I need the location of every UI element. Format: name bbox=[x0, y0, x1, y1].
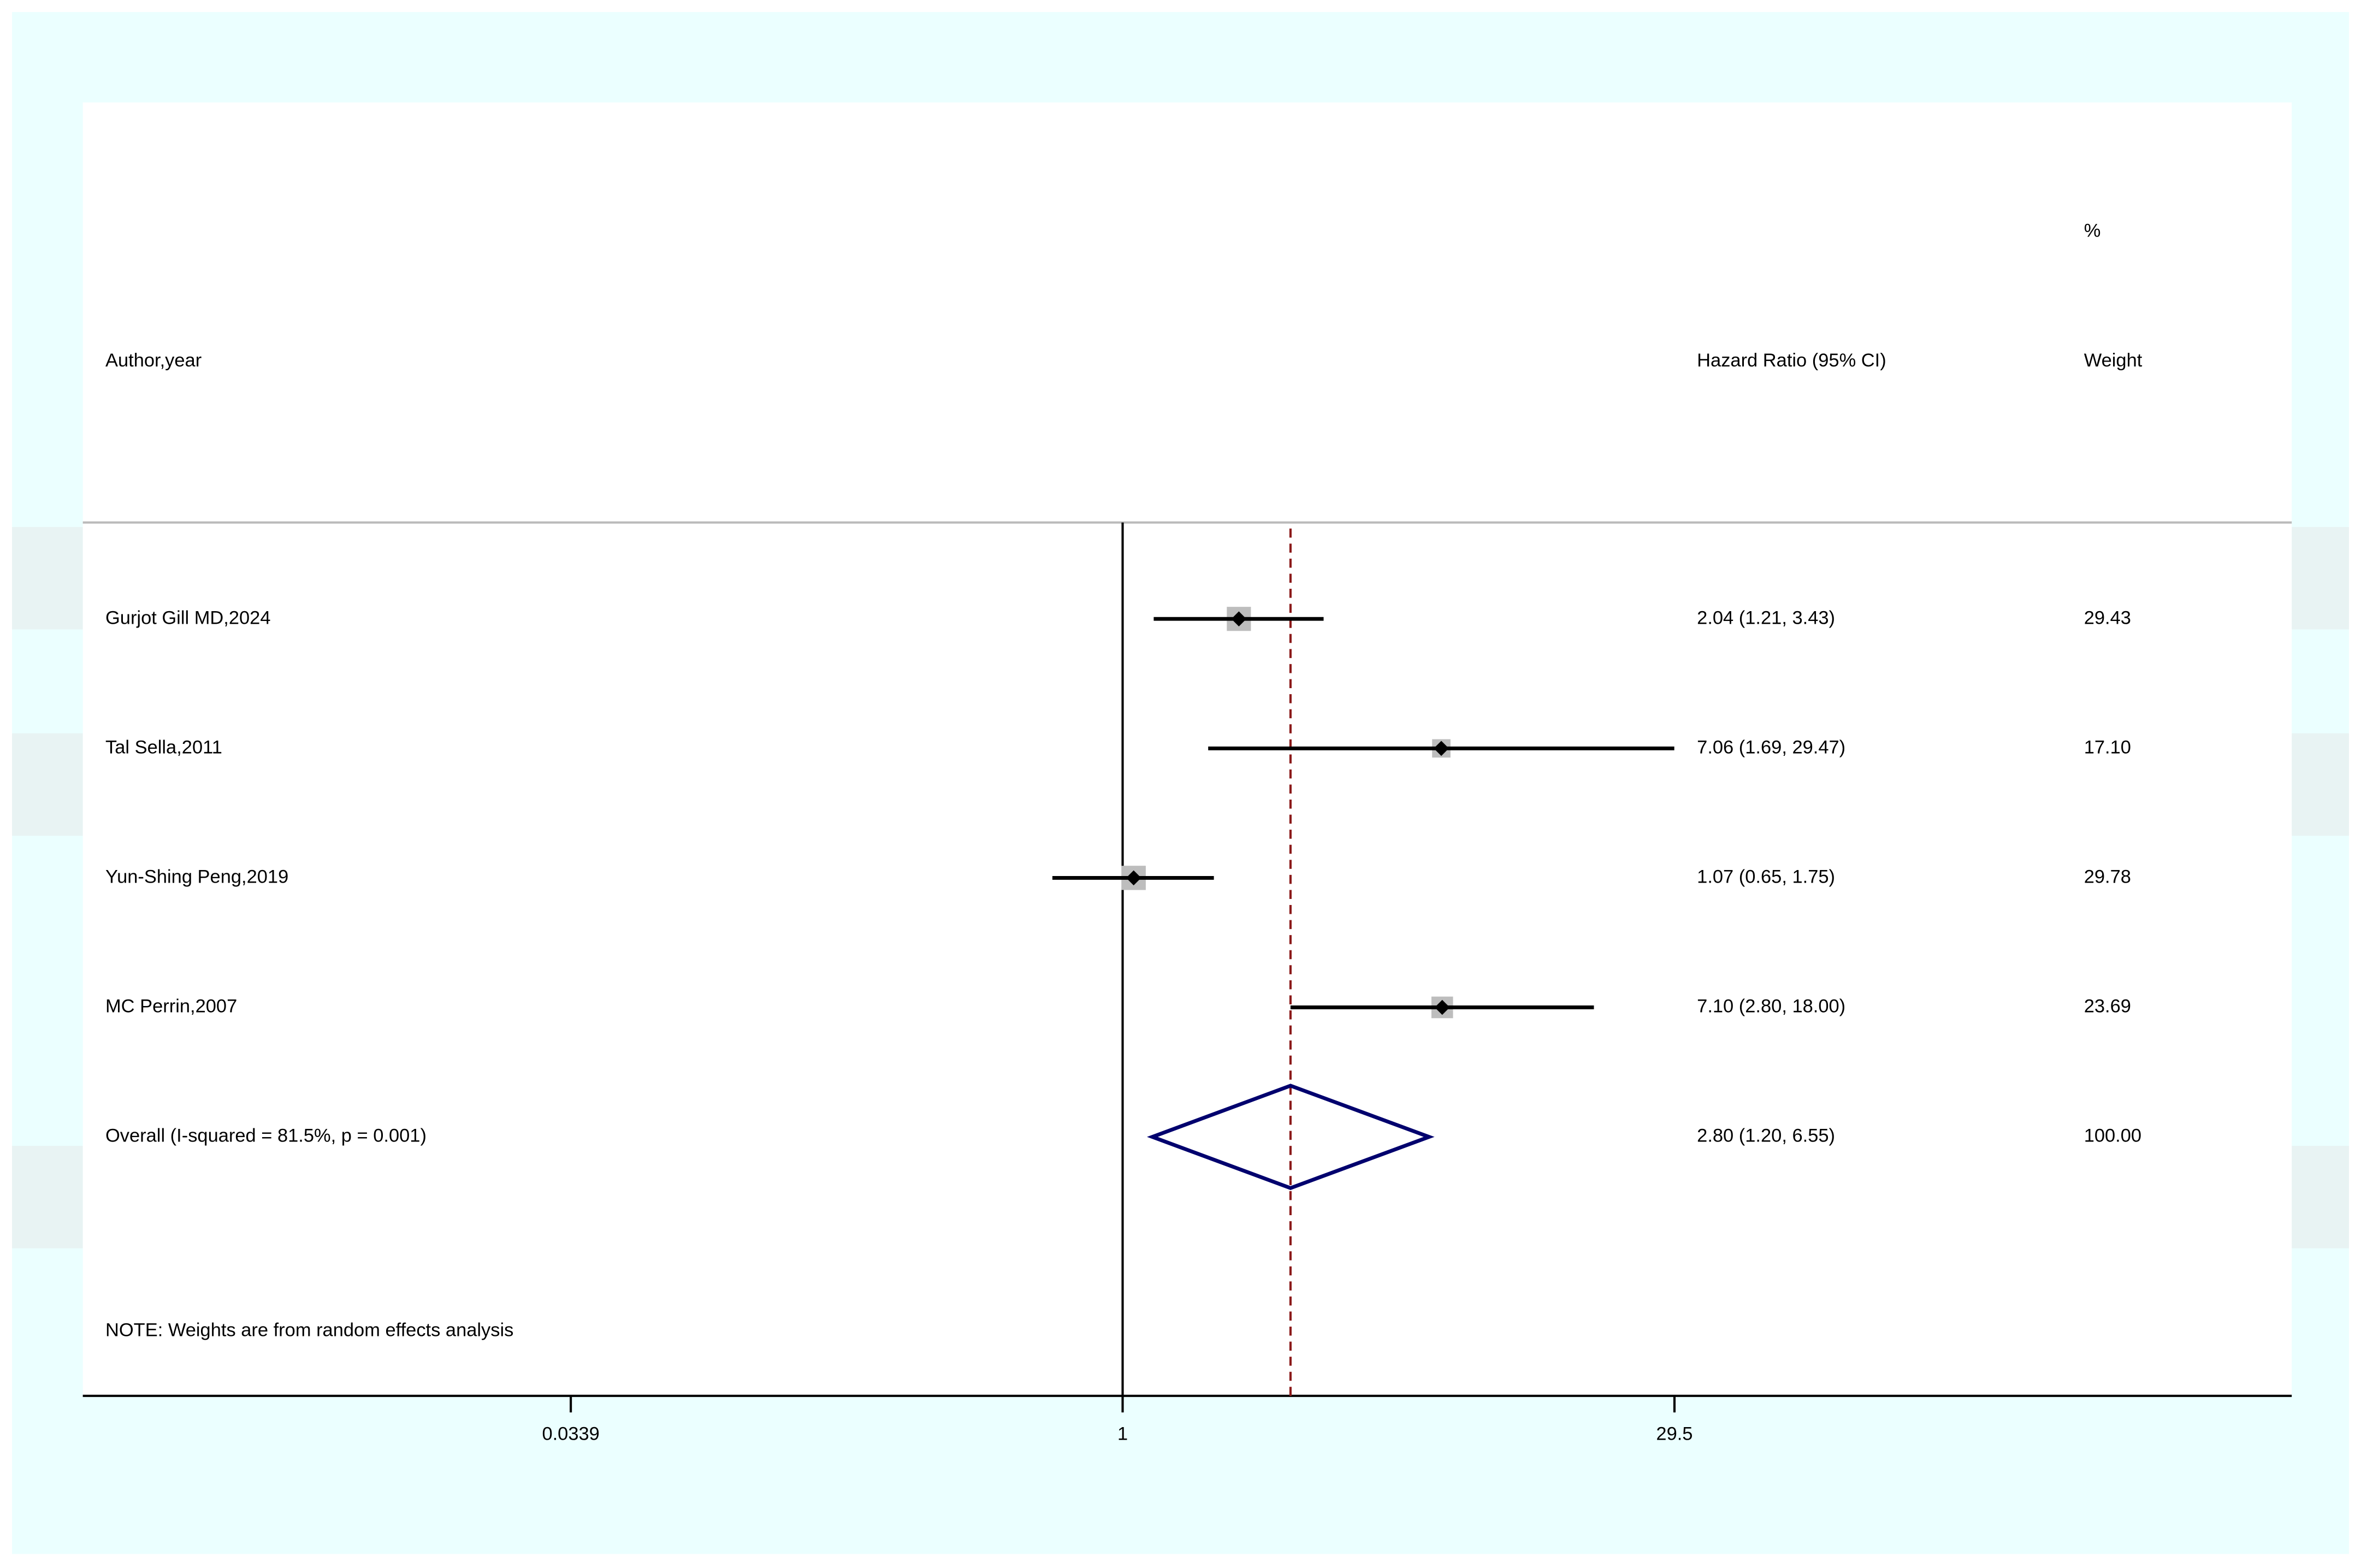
overall-diamond bbox=[1147, 1084, 1435, 1191]
x-tick-label: 29.5 bbox=[1656, 1424, 1693, 1445]
overall-label: Overall (I-squared = 81.5%, p = 0.001) bbox=[105, 1126, 427, 1146]
point-estimate bbox=[1126, 870, 1141, 886]
effect-label: 2.04 (1.21, 3.43) bbox=[1697, 607, 1835, 628]
point-estimate bbox=[1231, 611, 1247, 626]
point-estimate bbox=[1434, 999, 1450, 1015]
weight-label: 17.10 bbox=[2084, 737, 2131, 758]
weight-header: Weight bbox=[2084, 350, 2143, 371]
weight-label: 29.43 bbox=[2084, 607, 2131, 628]
effect-label: 7.06 (1.69, 29.47) bbox=[1697, 737, 1845, 758]
effect-label: 1.07 (0.65, 1.75) bbox=[1697, 867, 1835, 887]
study-label: MC Perrin,2007 bbox=[105, 996, 237, 1017]
study-label: Yun-Shing Peng,2019 bbox=[105, 867, 288, 887]
weight-header-top: % bbox=[2084, 221, 2101, 241]
note: NOTE: Weights are from random effects an… bbox=[105, 1320, 513, 1340]
weight-label: 23.69 bbox=[2084, 996, 2131, 1017]
x-tick-label: 1 bbox=[1117, 1424, 1128, 1445]
x-tick-label: 0.0339 bbox=[542, 1424, 599, 1445]
effect-label: 7.10 (2.80, 18.00) bbox=[1697, 996, 1845, 1017]
study-label: Gurjot Gill MD,2024 bbox=[105, 607, 271, 628]
overall-weight-label: 100.00 bbox=[2084, 1126, 2141, 1146]
overall-effect-label: 2.80 (1.20, 6.55) bbox=[1697, 1126, 1835, 1146]
effect-header: Hazard Ratio (95% CI) bbox=[1697, 350, 1886, 371]
plot-area bbox=[82, 102, 2292, 1396]
point-estimate bbox=[1434, 741, 1449, 756]
study-header: Author,year bbox=[105, 350, 202, 371]
weight-label: 29.78 bbox=[2084, 867, 2131, 887]
study-label: Tal Sella,2011 bbox=[105, 737, 222, 758]
